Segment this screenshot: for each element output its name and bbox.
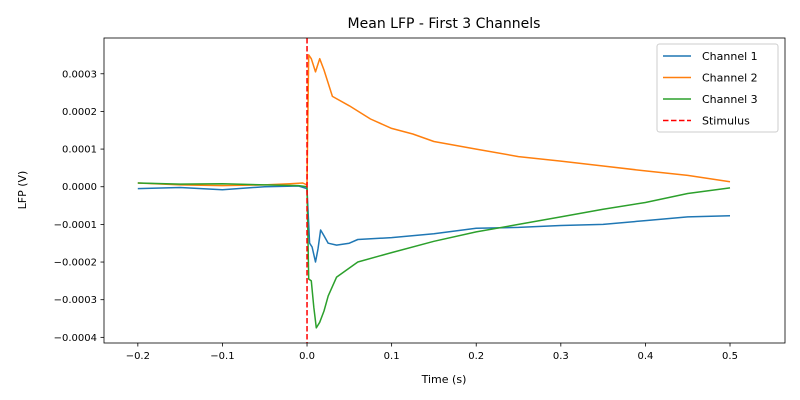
x-axis: −0.2 −0.1 0.0 0.1 0.2 0.3 0.4 0.5 bbox=[126, 343, 738, 362]
x-tick-label: 0.1 bbox=[384, 351, 400, 362]
y-tick-label: −0.0003 bbox=[54, 295, 97, 306]
legend-entry: Channel 2 bbox=[702, 72, 758, 85]
y-tick-label: 0.0001 bbox=[62, 145, 97, 156]
series-line-3 bbox=[137, 182, 731, 329]
y-tick-label: −0.0004 bbox=[54, 333, 97, 344]
x-axis-label: Time (s) bbox=[421, 373, 467, 386]
y-tick-label: 0.0002 bbox=[62, 107, 97, 118]
series-line-1 bbox=[137, 185, 731, 263]
y-tick-label: −0.0002 bbox=[54, 258, 97, 269]
x-tick-label: 0.4 bbox=[637, 351, 653, 362]
x-tick-label: −0.1 bbox=[210, 351, 234, 362]
x-tick-label: 0.3 bbox=[553, 351, 569, 362]
plot-area bbox=[103, 37, 786, 344]
y-axis: −0.0004 −0.0003 −0.0002 −0.0001 0.0000 0.0001… bbox=[54, 69, 104, 344]
y-tick-label: 0.0000 bbox=[62, 182, 97, 193]
x-tick-label: 0.2 bbox=[468, 351, 484, 362]
legend-entry: Stimulus bbox=[702, 115, 750, 128]
x-tick-label: 0.5 bbox=[722, 351, 738, 362]
y-tick-label: 0.0003 bbox=[62, 69, 97, 80]
series-line-2 bbox=[137, 54, 731, 187]
axes-frame bbox=[103, 37, 786, 344]
legend-box bbox=[656, 43, 779, 133]
legend-entry: Channel 3 bbox=[702, 93, 758, 106]
legend: Channel 1 Channel 2 Channel 3 Stimulus bbox=[656, 43, 779, 133]
x-tick-label: −0.2 bbox=[126, 351, 150, 362]
y-tick-label: −0.0001 bbox=[54, 220, 97, 231]
x-tick-label: 0.0 bbox=[299, 351, 315, 362]
chart-title: Mean LFP - First 3 Channels bbox=[348, 16, 541, 32]
legend-entry: Channel 1 bbox=[702, 50, 758, 63]
y-axis-label: LFP (V) bbox=[16, 171, 29, 210]
